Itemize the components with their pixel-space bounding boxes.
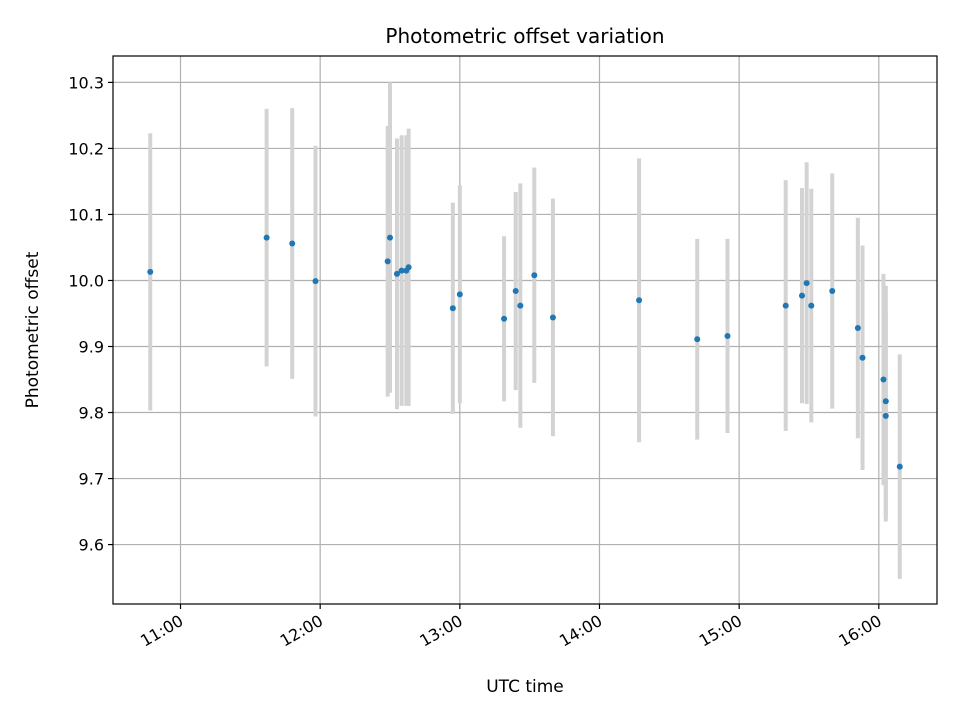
- data-point: [880, 376, 887, 383]
- y-axis: 9.6 9.7 9.8 9.9 10.0 10.1 10.2 10.3: [68, 73, 113, 555]
- y-tick-label: 9.9: [79, 338, 104, 357]
- y-tick-label: 10.2: [68, 139, 104, 158]
- data-point: [384, 258, 391, 265]
- data-point: [854, 325, 861, 332]
- grid: [113, 56, 937, 604]
- data-point: [501, 315, 508, 322]
- y-tick-label: 9.7: [79, 470, 104, 489]
- data-point: [263, 234, 270, 241]
- data-point: [724, 332, 731, 339]
- y-tick-label: 10.1: [68, 205, 104, 224]
- data-point: [147, 268, 154, 275]
- y-tick-label: 9.8: [79, 404, 104, 423]
- data-point: [694, 336, 701, 343]
- y-tick-label: 9.6: [79, 536, 104, 555]
- data-points: [147, 234, 903, 470]
- data-point: [896, 463, 903, 470]
- data-point: [636, 297, 643, 304]
- data-point: [512, 288, 519, 295]
- y-tick-label: 10.0: [68, 271, 104, 290]
- data-point: [859, 354, 866, 361]
- data-point: [531, 272, 538, 279]
- y-tick-label: 10.3: [68, 73, 104, 92]
- data-point: [398, 267, 405, 274]
- chart-title: Photometric offset variation: [385, 24, 664, 48]
- x-axis-label: UTC time: [486, 677, 564, 697]
- data-point: [829, 288, 836, 295]
- data-point: [782, 302, 789, 309]
- data-point: [312, 278, 319, 285]
- data-point: [808, 302, 815, 309]
- y-axis-label: Photometric offset: [23, 251, 43, 408]
- data-point: [289, 240, 296, 247]
- data-point: [405, 264, 412, 271]
- data-point: [517, 302, 524, 309]
- data-point: [882, 412, 889, 419]
- data-point: [393, 270, 400, 277]
- data-point: [798, 292, 805, 299]
- data-point: [386, 234, 393, 241]
- data-point: [449, 305, 456, 312]
- data-point: [882, 398, 889, 405]
- data-point: [456, 291, 463, 298]
- plot-frame: [112, 55, 938, 605]
- data-point: [549, 314, 556, 321]
- data-point: [803, 280, 810, 287]
